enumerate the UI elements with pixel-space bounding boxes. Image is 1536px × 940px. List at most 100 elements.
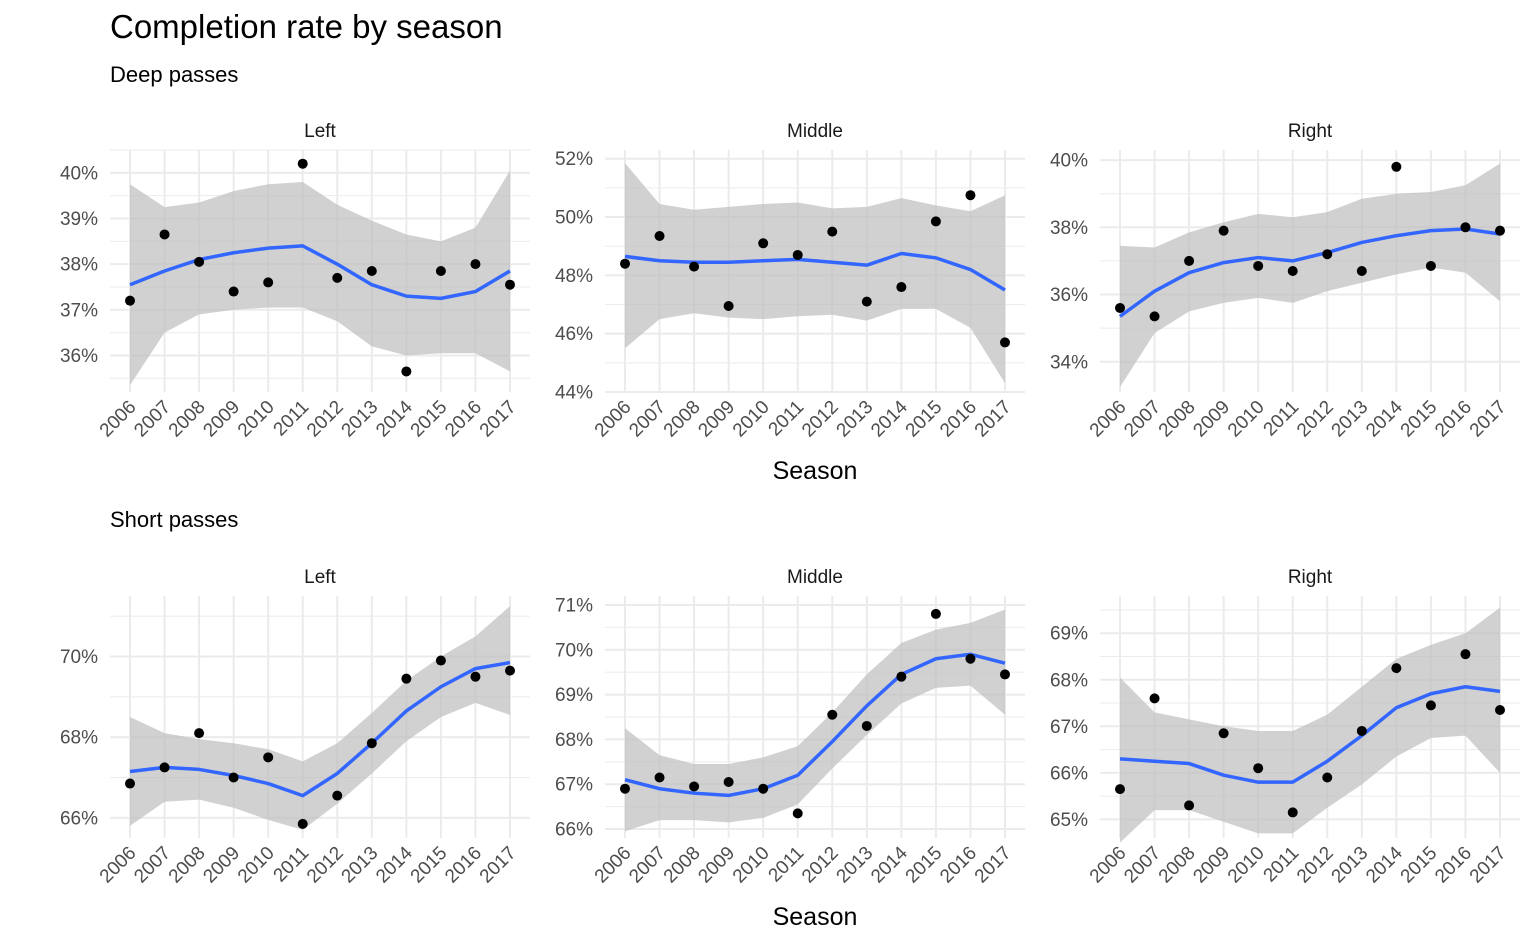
y-tick-label-deep-passes-left: 37% bbox=[60, 300, 98, 321]
x-tick-label-short-passes-right-2007: 2007 bbox=[1120, 843, 1165, 888]
data-point-short-passes-left-2015 bbox=[435, 655, 446, 666]
data-point-deep-passes-right-2007 bbox=[1149, 311, 1160, 322]
x-tick-label-deep-passes-right-2011: 2011 bbox=[1260, 397, 1304, 441]
y-tick-label-short-passes-middle: 66% bbox=[555, 820, 593, 841]
x-tick-label-short-passes-middle-2014: 2014 bbox=[867, 842, 912, 887]
smooth-line-short-passes-right bbox=[1119, 685, 1501, 784]
data-point-deep-passes-middle-2017 bbox=[1000, 337, 1010, 348]
data-point-short-passes-left-2016 bbox=[470, 671, 481, 682]
x-tick-label-deep-passes-middle-2016: 2016 bbox=[936, 397, 981, 442]
data-point-deep-passes-middle-2008 bbox=[689, 261, 700, 272]
y-tick-label-deep-passes-right: 34% bbox=[1050, 352, 1088, 373]
confidence-band-short-passes-middle bbox=[625, 609, 1005, 832]
y-tick-label-deep-passes-middle: 50% bbox=[555, 208, 593, 229]
x-tick-label-short-passes-left-2012: 2012 bbox=[303, 843, 348, 888]
x-tick-label-short-passes-right-2010: 2010 bbox=[1224, 843, 1269, 888]
x-tick-label-short-passes-right-2017: 2017 bbox=[1466, 843, 1511, 888]
x-tick-label-deep-passes-left-2016: 2016 bbox=[441, 397, 486, 442]
confidence-band-deep-passes-middle bbox=[625, 163, 1005, 384]
y-tick-label-short-passes-right: 65% bbox=[1050, 810, 1088, 831]
data-point-short-passes-middle-2010 bbox=[758, 783, 769, 794]
x-tick-label-short-passes-middle-2011: 2011 bbox=[765, 843, 809, 887]
smooth-line-deep-passes-middle bbox=[624, 251, 1006, 292]
data-point-deep-passes-left-2012 bbox=[332, 272, 343, 283]
x-tick-label-short-passes-middle-2010: 2010 bbox=[729, 843, 774, 888]
data-point-deep-passes-right-2017 bbox=[1495, 225, 1505, 236]
data-point-deep-passes-left-2011 bbox=[297, 158, 308, 169]
x-tick-label-deep-passes-middle-2015: 2015 bbox=[902, 397, 947, 442]
x-tick-label-deep-passes-right-2010: 2010 bbox=[1224, 397, 1269, 442]
x-tick-label-short-passes-middle-2009: 2009 bbox=[694, 843, 739, 888]
y-tick-label-short-passes-left: 68% bbox=[60, 728, 98, 749]
data-point-short-passes-left-2010 bbox=[263, 752, 274, 763]
y-tick-label-deep-passes-right: 40% bbox=[1050, 151, 1088, 172]
strip-label-deep-passes-left: Left bbox=[304, 121, 336, 142]
x-tick-label-short-passes-left-2009: 2009 bbox=[199, 843, 244, 888]
y-tick-label-short-passes-right: 68% bbox=[1050, 670, 1088, 691]
x-tick-label-short-passes-left-2013: 2013 bbox=[338, 843, 383, 888]
x-tick-label-deep-passes-left-2012: 2012 bbox=[303, 397, 348, 442]
x-tick-label-deep-passes-right-2012: 2012 bbox=[1293, 397, 1338, 442]
x-tick-label-short-passes-left-2008: 2008 bbox=[165, 843, 210, 888]
panel-short-passes-right: Right 65% 66% 67% 68% 69% 20062007200820092010… bbox=[1050, 567, 1520, 887]
x-tick-label-deep-passes-left-2008: 2008 bbox=[165, 397, 210, 442]
x-tick-label-deep-passes-middle-2012: 2012 bbox=[798, 397, 843, 442]
x-tick-label-short-passes-middle-2012: 2012 bbox=[798, 843, 843, 888]
data-point-deep-passes-middle-2011 bbox=[792, 249, 803, 260]
figure-title: Completion rate by season bbox=[110, 8, 503, 45]
x-tick-label-deep-passes-middle-2007: 2007 bbox=[625, 397, 670, 442]
x-tick-label-short-passes-right-2012: 2012 bbox=[1293, 843, 1338, 888]
y-tick-label-short-passes-middle: 70% bbox=[555, 640, 593, 661]
x-tick-label-deep-passes-left-2009: 2009 bbox=[199, 397, 244, 442]
data-point-deep-passes-left-2014 bbox=[401, 366, 412, 377]
y-tick-label-deep-passes-left: 39% bbox=[60, 209, 98, 230]
data-point-short-passes-middle-2013 bbox=[861, 720, 872, 731]
panel-deep-passes-right: Right34%36%38%40%20062007200820092010201… bbox=[1050, 121, 1520, 441]
data-point-short-passes-middle-2014 bbox=[896, 671, 907, 682]
data-point-short-passes-left-2011 bbox=[297, 818, 308, 829]
data-point-short-passes-right-2007 bbox=[1149, 693, 1160, 704]
y-tick-label-short-passes-right: 69% bbox=[1050, 624, 1088, 645]
panel-short-passes-middle: Middle 66% 67% 68% 69% 70% 71% 2006200720082009… bbox=[555, 567, 1025, 887]
y-tick-label-deep-passes-middle: 46% bbox=[555, 324, 593, 345]
x-tick-label-short-passes-right-2006: 2006 bbox=[1086, 843, 1131, 888]
x-tick-label-deep-passes-left-2010: 2010 bbox=[234, 397, 279, 442]
x-tick-label-short-passes-left-2010: 2010 bbox=[234, 843, 279, 888]
x-tick-label-deep-passes-right-2017: 2017 bbox=[1466, 397, 1511, 442]
x-tick-label-deep-passes-middle-2017: 2017 bbox=[971, 397, 1016, 442]
x-tick-label-deep-passes-left-2015: 2015 bbox=[407, 397, 452, 442]
data-point-deep-passes-left-2010 bbox=[263, 277, 274, 288]
strip-label-short-passes-right: Right bbox=[1288, 567, 1333, 588]
smooth-line-short-passes-middle bbox=[624, 652, 1006, 798]
data-point-deep-passes-left-2009 bbox=[228, 286, 239, 297]
x-tick-label-short-passes-middle-2007: 2007 bbox=[625, 843, 670, 888]
x-tick-label-short-passes-right-2008: 2008 bbox=[1155, 843, 1200, 888]
data-point-short-passes-middle-2009 bbox=[723, 776, 734, 787]
panel-deep-passes-left: Left36%37%38%39%40%200620072008200920102… bbox=[60, 121, 530, 441]
x-tick-label-deep-passes-left-2007: 2007 bbox=[130, 397, 175, 442]
data-point-short-passes-middle-2012 bbox=[827, 709, 838, 720]
x-tick-label-short-passes-left-2007: 2007 bbox=[130, 843, 175, 888]
data-point-deep-passes-right-2006 bbox=[1115, 302, 1125, 313]
x-tick-label-short-passes-right-2014: 2014 bbox=[1362, 842, 1407, 887]
x-tick-label-deep-passes-middle-2014: 2014 bbox=[867, 396, 912, 441]
data-point-short-passes-middle-2016 bbox=[965, 653, 976, 664]
x-axis-title-deep: Season bbox=[773, 457, 858, 485]
smooth-line-deep-passes-right bbox=[1118, 227, 1501, 318]
data-point-deep-passes-right-2015 bbox=[1425, 260, 1436, 271]
data-point-deep-passes-right-2016 bbox=[1460, 222, 1471, 233]
data-point-short-passes-middle-2006 bbox=[620, 783, 630, 794]
data-point-deep-passes-middle-2007 bbox=[654, 231, 665, 242]
data-point-deep-passes-left-2008 bbox=[194, 256, 205, 267]
x-tick-label-deep-passes-right-2014: 2014 bbox=[1362, 396, 1407, 441]
strip-label-short-passes-middle: Middle bbox=[787, 567, 843, 588]
data-point-short-passes-right-2013 bbox=[1356, 725, 1367, 736]
x-tick-label-short-passes-left-2017: 2017 bbox=[476, 843, 521, 888]
x-tick-label-deep-passes-right-2016: 2016 bbox=[1431, 397, 1476, 442]
x-tick-label-short-passes-left-2014: 2014 bbox=[372, 842, 417, 887]
y-tick-label-short-passes-right: 67% bbox=[1050, 717, 1088, 738]
confidence-band-deep-passes-left bbox=[130, 170, 510, 386]
data-point-deep-passes-right-2012 bbox=[1322, 249, 1333, 260]
data-point-deep-passes-left-2017 bbox=[505, 279, 515, 290]
